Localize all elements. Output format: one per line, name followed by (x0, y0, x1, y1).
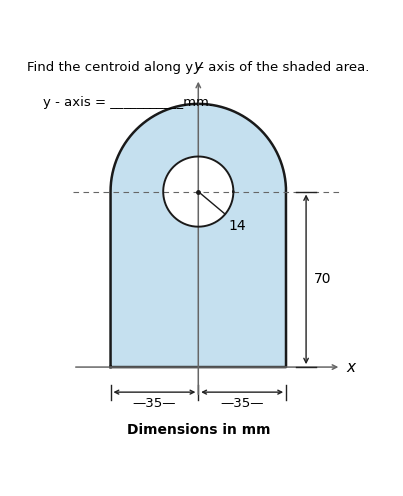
Text: y: y (194, 59, 203, 74)
Polygon shape (163, 157, 233, 227)
Text: Find the centroid along y – axis of the shaded area.: Find the centroid along y – axis of the … (27, 61, 370, 74)
Text: 14: 14 (229, 219, 247, 233)
Text: x: x (346, 360, 355, 374)
Text: Dimensions in mm: Dimensions in mm (127, 423, 270, 437)
Polygon shape (110, 104, 286, 367)
Text: —35—: —35— (220, 397, 264, 410)
Text: 70: 70 (314, 272, 331, 286)
Text: —35—: —35— (133, 397, 176, 410)
Text: y - axis = ___________mm.: y - axis = ___________mm. (43, 96, 213, 109)
